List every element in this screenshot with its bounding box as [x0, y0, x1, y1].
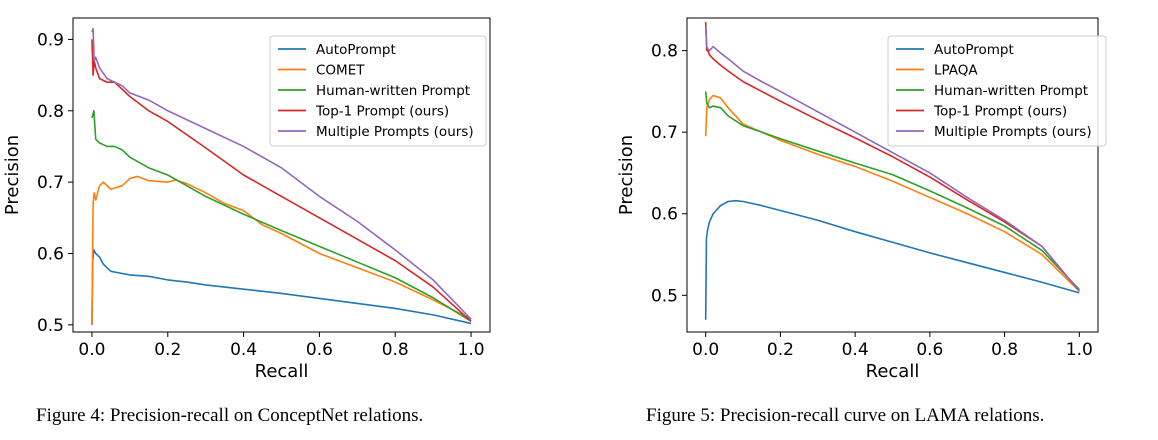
legend-label: LPAQA [934, 63, 978, 79]
chart-lama: 0.0 0.2 0.4 0.6 0.8 1.0 0.5 0.6 0.7 0.8 Recall Prec… [616, 17, 1107, 382]
chart-legend: AutoPrompt COMET Human-written Prompt Top-1… [269, 35, 487, 147]
legend-box [887, 35, 1107, 147]
series-line-human-written-prompt [91, 109, 472, 322]
x-tick-label: 0.8 [991, 340, 1018, 360]
y-tick-label: 0.7 [651, 123, 678, 143]
plot-frame [72, 17, 491, 333]
series-line-human-written-prompt [704, 91, 1080, 291]
x-tick-label: 0.6 [916, 340, 943, 360]
y-tick-label: 0.7 [37, 173, 64, 193]
series-line-autoprompt [704, 199, 1080, 320]
x-axis-label: Recall [866, 361, 920, 382]
legend-label: Top-1 Prompt (ours) [933, 104, 1067, 120]
legend-label: Human-written Prompt [934, 83, 1088, 99]
plot-frame [686, 17, 1099, 333]
series-line-top-1-prompt-ours [704, 22, 1080, 292]
legend-box [269, 35, 487, 147]
x-tick-label: 0.0 [692, 340, 719, 360]
x-tick-label: 0.8 [382, 340, 409, 360]
y-tick-label: 0.6 [37, 245, 64, 265]
series-line-multiple-prompts-ours [91, 27, 472, 320]
x-axis-label: Recall [255, 361, 309, 382]
legend-label: Multiple Prompts (ours) [934, 124, 1092, 140]
y-tick-label: 0.8 [37, 102, 64, 122]
series-line-top-1-prompt-ours [91, 39, 472, 322]
x-tick-label: 1.0 [1066, 340, 1093, 360]
x-tick-label: 0.6 [306, 340, 333, 360]
y-tick-label: 0.5 [651, 286, 678, 306]
chart-conceptnet: 0.0 0.2 0.4 0.6 0.8 1.0 0.5 0.6 0.7 0.8 0.9 Recall P… [2, 17, 491, 382]
y-tick-label: 0.8 [651, 42, 678, 62]
figure-5-caption: Figure 5: Precision-recall curve on LAMA… [646, 405, 1045, 426]
series-line-lpaqa [704, 94, 1080, 292]
x-tick-label: 0.4 [230, 340, 257, 360]
y-tick-label: 0.5 [37, 316, 64, 336]
y-axis-label: Precision [2, 135, 23, 215]
series-line-multiple-prompts-ours [704, 26, 1080, 292]
x-tick-label: 0.2 [767, 340, 794, 360]
legend-label: Human-written Prompt [316, 83, 470, 99]
x-tick-label: 0.2 [154, 340, 181, 360]
legend-label: Top-1 Prompt (ours) [315, 104, 449, 120]
x-tick-label: 1.0 [458, 340, 485, 360]
x-tick-label: 0.4 [842, 340, 869, 360]
figure-4-caption: Figure 4: Precision-recall on ConceptNet… [36, 405, 424, 426]
legend-label: COMET [316, 63, 365, 79]
series-line-autoprompt [91, 249, 472, 325]
legend-label: AutoPrompt [316, 42, 396, 58]
y-axis-label: Precision [616, 135, 637, 215]
x-tick-label: 0.0 [78, 340, 105, 360]
legend-label: AutoPrompt [934, 42, 1014, 58]
y-tick-label: 0.9 [37, 30, 64, 50]
series-line-comet [91, 175, 472, 325]
legend-label: Multiple Prompts (ours) [316, 124, 474, 140]
chart-legend: AutoPrompt LPAQA Human-written Prompt Top-1… [887, 35, 1107, 147]
y-tick-label: 0.6 [651, 205, 678, 225]
